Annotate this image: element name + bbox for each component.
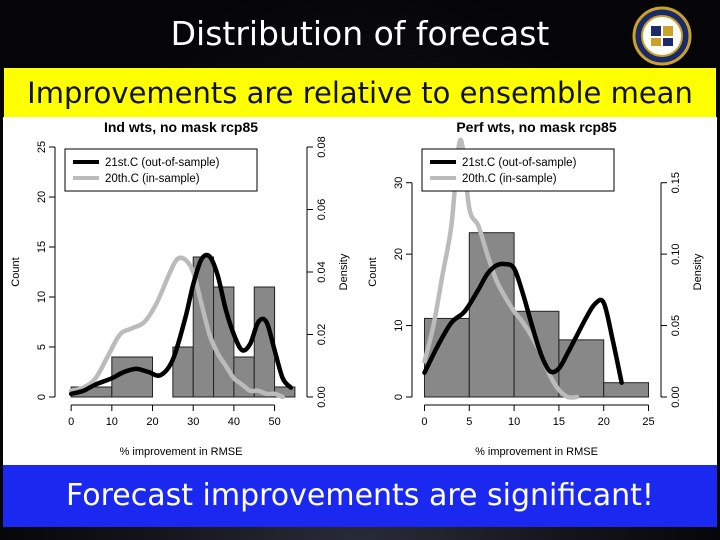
y2-tick-label: 0.15 [670, 172, 682, 193]
chart-1: Ind wts, no mask rcp85 0 5 10 15 20 25 Count 0.0… [10, 119, 350, 458]
y-tick-label: 10 [36, 291, 48, 303]
chart-2: Perf wts, no mask rcp85 0 10 20 30 Count 0.00 0… [367, 119, 704, 458]
plot-panel: Ind wts, no mask rcp85 0 5 10 15 20 25 Count 0.0… [3, 117, 717, 465]
y2-tick-label: 0.05 [670, 315, 682, 336]
legend-box [421, 148, 615, 192]
chart-title: Perf wts, no mask rcp85 [456, 119, 617, 135]
x-axis-label: % improvement in RMSE [475, 446, 598, 458]
density-line-20th-century [68, 255, 285, 400]
x-tick-label: 10 [106, 416, 118, 428]
seal-logo [632, 6, 692, 66]
x-tick-label: 10 [508, 416, 520, 428]
x-tick-label: 15 [553, 416, 565, 428]
conclusion-banner: Forecast improvements are significant! [3, 465, 717, 527]
x-tick-label: 0 [421, 416, 427, 428]
y-axis-label: Count [367, 257, 379, 286]
y2-tick-label: 0.08 [316, 136, 328, 157]
histogram-bar [111, 356, 154, 398]
x-tick-label: 20 [146, 416, 158, 428]
y-tick-label: 20 [393, 248, 405, 260]
y2-tick-label: 0.10 [670, 243, 682, 264]
density-line-21st-century [422, 261, 624, 385]
slide-title: Distribution of forecast [170, 14, 550, 53]
y2-tick-label: 0.00 [316, 386, 328, 407]
x-tick-label: 30 [187, 416, 199, 428]
histogram-bar [468, 232, 515, 398]
y-tick-label: 0 [36, 394, 48, 400]
y2-tick-label: 0.04 [316, 261, 328, 282]
y2-tick-label: 0.06 [316, 199, 328, 220]
y-tick-label: 10 [393, 319, 405, 331]
legend-label: 20th.C (in-sample) [462, 173, 557, 185]
y-axis-label: Count [10, 257, 22, 286]
histogram-bar [603, 382, 650, 398]
y-tick-label: 5 [36, 344, 48, 350]
legend-label: 20th.C (in-sample) [105, 173, 200, 185]
histogram-bar [558, 339, 605, 398]
y-tick-label: 0 [393, 394, 405, 400]
density-line-21st-century [68, 252, 294, 397]
x-tick-label: 25 [642, 416, 654, 428]
x-tick-label: 0 [68, 416, 74, 428]
y2-axis-label: Density [692, 253, 704, 290]
subtitle-banner: Improvements are relative to ensemble me… [4, 67, 716, 119]
conclusion-text: Forecast improvements are significant! [66, 478, 654, 513]
density-line-20th-century [422, 137, 580, 400]
y-tick-label: 15 [36, 241, 48, 253]
subtitle-text: Improvements are relative to ensemble me… [27, 76, 693, 110]
legend-label: 21st.C (out-of-sample) [462, 157, 577, 169]
y-tick-label: 25 [36, 141, 48, 153]
x-tick-label: 50 [268, 416, 280, 428]
histogram-plots: Ind wts, no mask rcp85 0 5 10 15 20 25 Count 0.0… [10, 119, 704, 458]
x-axis-label: % improvement in RMSE [120, 446, 243, 458]
x-tick-label: 5 [466, 416, 472, 428]
chart-title: Ind wts, no mask rcp85 [104, 119, 258, 135]
legend-box [64, 148, 258, 192]
legend-label: 21st.C (out-of-sample) [105, 157, 220, 169]
y-tick-label: 30 [393, 177, 405, 189]
y2-tick-label: 0.00 [670, 386, 682, 407]
x-tick-label: 40 [228, 416, 240, 428]
y-tick-label: 20 [36, 191, 48, 203]
x-tick-label: 20 [598, 416, 610, 428]
y2-tick-label: 0.02 [316, 324, 328, 345]
y2-axis-label: Density [338, 253, 350, 290]
